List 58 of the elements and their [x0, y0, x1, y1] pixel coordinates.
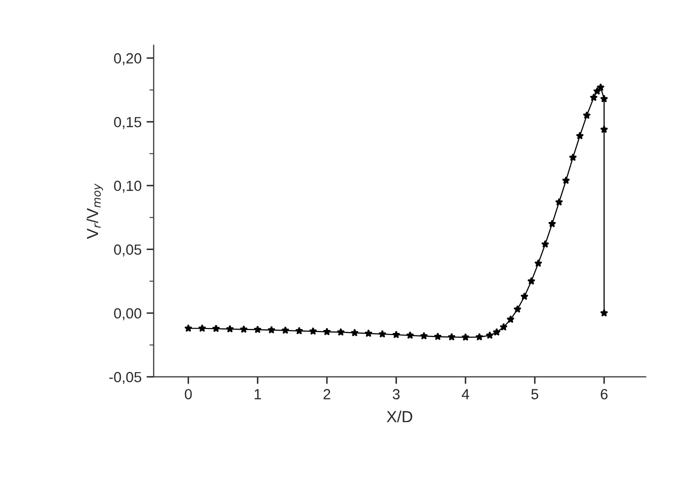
x-tick-label: 4	[462, 389, 470, 400]
point	[198, 324, 206, 332]
point	[520, 292, 528, 300]
point	[475, 332, 484, 341]
point	[500, 322, 508, 331]
point	[486, 331, 494, 339]
point	[184, 324, 192, 332]
point	[562, 176, 570, 184]
point	[590, 93, 598, 102]
point	[226, 324, 234, 333]
x-tick-label: 1	[254, 389, 261, 400]
point	[593, 87, 602, 95]
point	[600, 308, 608, 317]
y-tick-label: 0,00	[114, 308, 142, 320]
point	[527, 277, 536, 285]
y-axis-title: V$_{r}$/V$_{moy}$	[86, 183, 103, 239]
point	[534, 259, 542, 267]
point	[434, 332, 442, 340]
point	[295, 326, 304, 334]
point	[281, 326, 290, 334]
point	[596, 83, 605, 91]
point	[582, 111, 591, 119]
point	[212, 324, 220, 332]
x-tick-label: 6	[600, 389, 608, 400]
point	[600, 125, 608, 133]
point	[506, 315, 515, 323]
point	[600, 94, 608, 102]
point	[548, 220, 556, 228]
y-tick-label: 0,10	[114, 180, 142, 193]
point	[555, 198, 564, 206]
point	[254, 325, 262, 334]
point	[420, 332, 428, 340]
y-tick-label: -0,05	[109, 372, 142, 384]
point	[462, 333, 470, 341]
x-axis-title: X/D	[386, 410, 412, 422]
point	[322, 328, 331, 336]
point	[406, 331, 414, 339]
point	[576, 132, 584, 140]
point	[364, 329, 372, 337]
y-tick-label: 0,05	[114, 244, 142, 256]
point	[267, 326, 276, 334]
x-tick-label: 2	[324, 389, 330, 400]
point	[448, 332, 456, 341]
point	[378, 330, 386, 338]
point	[309, 327, 318, 335]
x-tick-label: 5	[531, 389, 538, 400]
x-tick-label: 0	[184, 389, 192, 400]
point	[350, 328, 359, 336]
point	[492, 328, 501, 336]
y-tick-label: 0,15	[114, 116, 142, 129]
point	[240, 325, 248, 333]
point	[513, 305, 522, 313]
point	[568, 153, 577, 162]
point	[392, 330, 400, 338]
point	[336, 328, 345, 336]
y-tick-label: 0,20	[114, 53, 142, 66]
point	[541, 240, 550, 248]
x-tick-label: 3	[392, 389, 400, 400]
